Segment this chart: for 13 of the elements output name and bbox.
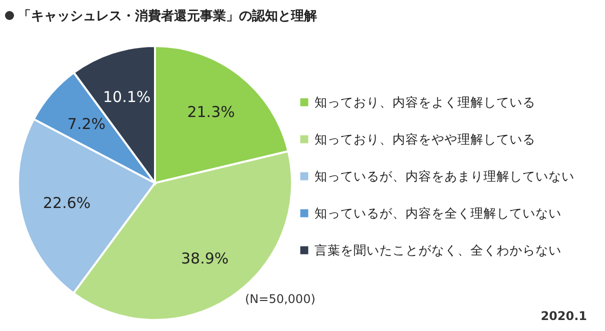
legend-label: 知っており、内容をやや理解している (314, 131, 536, 146)
data-label: 22.6% (43, 194, 91, 212)
legend-label: 知っているが、内容を全く理解していない (314, 205, 562, 220)
chart-title: 「キャッシュレス・消費者還元事業」の認知と理解 (18, 8, 317, 25)
legend-label: 知っており、内容をよく理解している (314, 94, 536, 110)
data-label: 38.9% (181, 249, 229, 268)
data-label: 21.3% (187, 103, 235, 122)
data-label: 7.2% (67, 115, 106, 133)
legend-label: 知っているが、内容をあまり理解していない (314, 168, 574, 184)
text: (N=50,000) (245, 292, 316, 306)
data-label: 10.1% (102, 88, 151, 106)
text: 2020.1 (540, 309, 587, 323)
legend-label: 言葉を聞いたことがなく、全くわからない (314, 242, 562, 258)
